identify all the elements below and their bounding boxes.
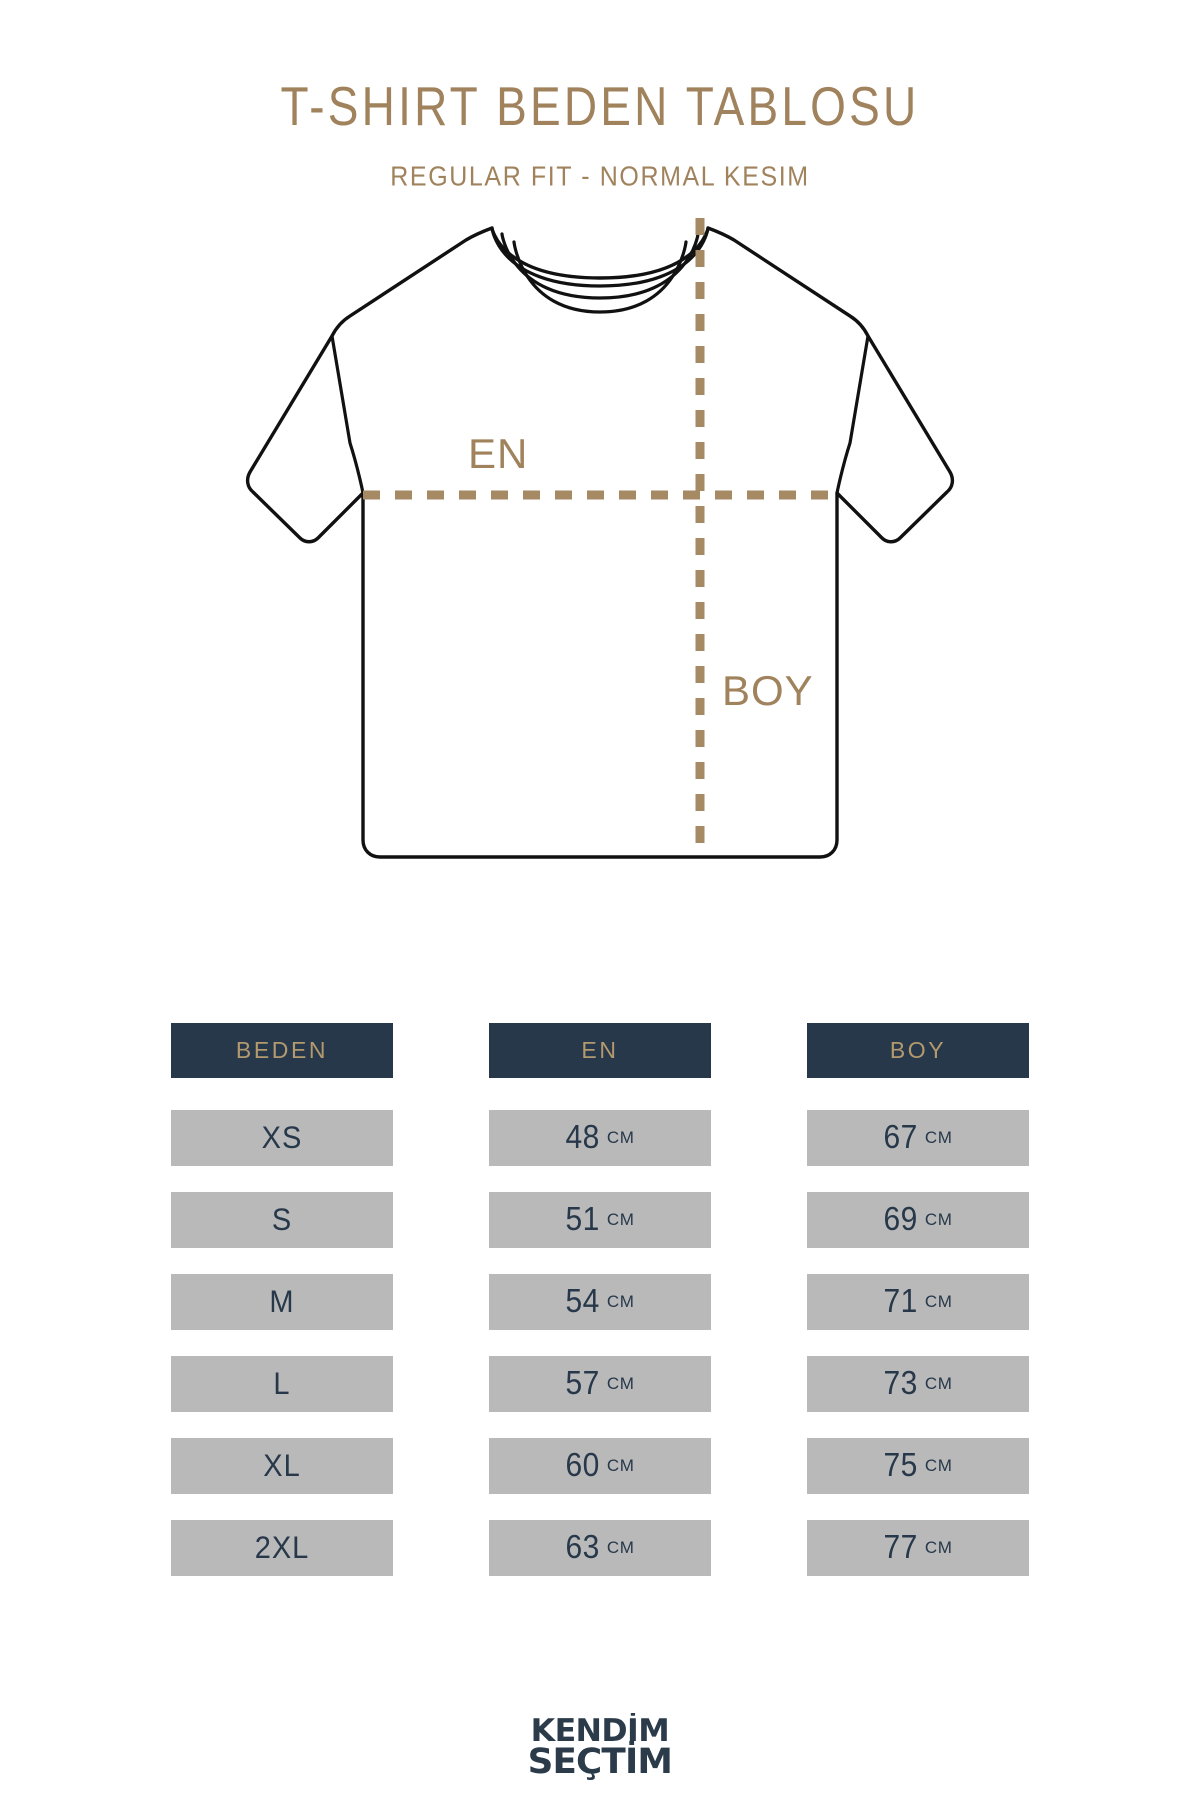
cell-boy: 75 CM [807,1438,1029,1494]
table-row: M 54 CM 71 CM [0,1274,1200,1330]
unit-label: CM [606,1456,635,1475]
table-header-row: BEDEN EN BOY [0,1023,1200,1078]
collar-line-inner [512,240,688,314]
size-table: BEDEN EN BOY XS 48 CM 67 CM S 51 CM 69 CM M … [0,1023,1200,1602]
page-header: T-SHIRT BEDEN TABLOSU REGULAR FIT - NORM… [0,75,1200,193]
size-value: XS [261,1119,303,1156]
length-value: 69 [883,1201,918,1238]
column-header-boy: BOY [807,1023,1029,1078]
footer: KENDİM SEÇTİM [0,1713,1200,1782]
length-value: 73 [883,1365,918,1402]
width-value: 57 [565,1365,600,1402]
table-row: XL 60 CM 75 CM [0,1438,1200,1494]
size-value: 2XL [254,1529,310,1566]
length-value: 67 [883,1119,918,1156]
length-value: 75 [883,1447,918,1484]
cell-en: 54 CM [489,1274,711,1330]
width-value: 48 [565,1119,600,1156]
cell-beden: XS [171,1110,393,1166]
cell-beden: L [171,1356,393,1412]
cell-boy: 69 CM [807,1192,1029,1248]
cell-en: 60 CM [489,1438,711,1494]
size-value: M [269,1283,295,1320]
table-row: S 51 CM 69 CM [0,1192,1200,1248]
unit-label: CM [606,1128,635,1147]
cell-boy: 67 CM [807,1110,1029,1166]
tshirt-body-outline [245,226,955,859]
table-row: XS 48 CM 67 CM [0,1110,1200,1166]
sleeve-seam-left [330,334,365,495]
cell-beden: 2XL [171,1520,393,1576]
unit-label: CM [606,1538,635,1557]
size-value: L [273,1365,291,1402]
width-value: 60 [565,1447,600,1484]
unit-label: CM [924,1128,953,1147]
width-label-en: EN [468,430,528,477]
width-value: 54 [565,1283,600,1320]
cell-en: 57 CM [489,1356,711,1412]
cell-boy: 73 CM [807,1356,1029,1412]
table-row: 2XL 63 CM 77 CM [0,1520,1200,1576]
brand-logo: KENDİM SEÇTİM [527,1713,673,1782]
unit-label: CM [606,1210,635,1229]
unit-label: CM [924,1456,953,1475]
logo-line-1: KENDİM [530,1713,670,1750]
length-label-boy: BOY [722,667,814,714]
page-title: T-SHIRT BEDEN TABLOSU [280,75,920,137]
page-subtitle: REGULAR FIT - NORMAL KESIM [390,161,810,193]
length-value: 71 [883,1283,918,1320]
cell-beden: XL [171,1438,393,1494]
logo-line-2: SEÇTİM [527,1741,673,1782]
tshirt-svg: EN BOY [245,218,955,859]
cell-en: 51 CM [489,1192,711,1248]
cell-beden: S [171,1192,393,1248]
column-header-en: EN [489,1023,711,1078]
width-value: 63 [565,1529,600,1566]
column-header-beden: BEDEN [171,1023,393,1078]
cell-en: 63 CM [489,1520,711,1576]
size-value: S [271,1201,293,1238]
table-row: L 57 CM 73 CM [0,1356,1200,1412]
sleeve-seam-right [835,334,870,495]
cell-boy: 71 CM [807,1274,1029,1330]
unit-label: CM [924,1210,953,1229]
width-value: 51 [565,1201,600,1238]
unit-label: CM [924,1538,953,1557]
cell-en: 48 CM [489,1110,711,1166]
unit-label: CM [924,1292,953,1311]
length-value: 77 [883,1529,918,1566]
unit-label: CM [924,1374,953,1393]
tshirt-diagram: EN BOY [0,200,1200,1020]
unit-label: CM [606,1374,635,1393]
collar-line-outer [490,226,710,288]
cell-boy: 77 CM [807,1520,1029,1576]
size-value: XL [263,1447,301,1484]
cell-beden: M [171,1274,393,1330]
unit-label: CM [606,1292,635,1311]
collar-line-middle [500,232,700,300]
